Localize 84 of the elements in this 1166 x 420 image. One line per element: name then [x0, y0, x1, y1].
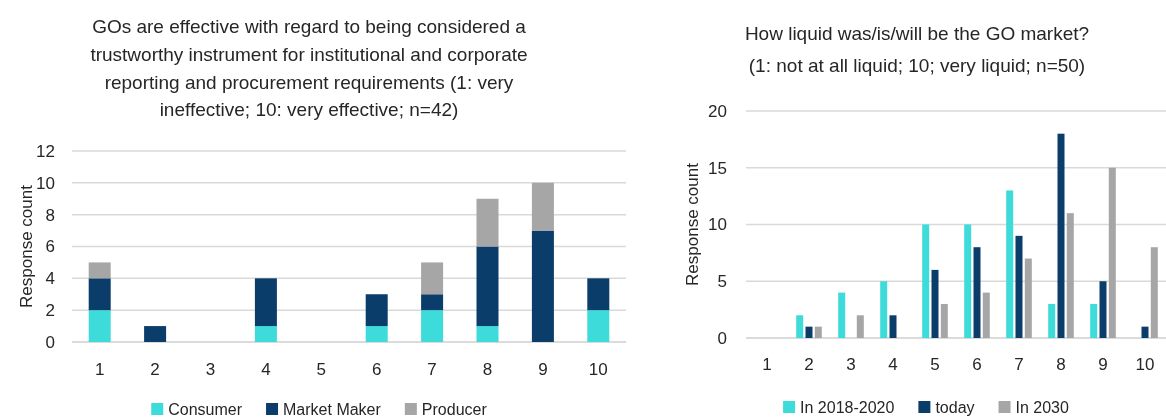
x-tick-label: 9 [538, 360, 548, 379]
x-tick-label: 6 [972, 355, 982, 374]
x-tick-label: 1 [762, 355, 772, 374]
bar [476, 198, 499, 247]
bar [1057, 133, 1065, 338]
bar [421, 310, 444, 342]
bar [587, 310, 610, 342]
y-tick-label: 12 [36, 141, 55, 161]
legend-label: Producer [421, 401, 488, 418]
y-tick-label: 8 [45, 205, 55, 225]
bar [476, 246, 499, 327]
bar [931, 269, 939, 338]
bar [1048, 303, 1056, 338]
bar [1015, 235, 1023, 338]
bar [1099, 281, 1107, 338]
x-tick-label: 7 [1014, 355, 1024, 374]
bar [880, 281, 888, 338]
legend-label: In 2018-2020 [800, 399, 895, 416]
bar [254, 326, 277, 342]
bar [88, 310, 111, 342]
bar [1108, 167, 1116, 338]
bar [982, 292, 990, 338]
y-tick-label: 0 [45, 332, 55, 352]
y-tick-label: 15 [708, 158, 727, 178]
bar [365, 326, 388, 342]
bar [814, 326, 822, 338]
bar [838, 292, 846, 338]
chart-title: GOs are effective with regard to being considered a trustworthy instrument for institutional and corporate reporting and procurement requirements (1: very ineffective; 10: very effective; n=42) [90, 16, 528, 121]
bar [922, 224, 930, 338]
x-tick-label: 5 [930, 355, 940, 374]
bar [796, 315, 804, 338]
x-tick-label: 2 [804, 355, 814, 374]
x-tick-label: 8 [1056, 355, 1066, 374]
x-tick-label: 7 [427, 360, 437, 379]
bar [1024, 258, 1032, 338]
y-tick-label: 4 [45, 269, 55, 289]
bar [144, 326, 167, 342]
x-tick-label: 1 [94, 360, 105, 379]
bar [254, 278, 277, 327]
y-tick-label: 5 [717, 272, 727, 292]
x-tick-label: 4 [261, 360, 271, 379]
x-tick-label: 8 [482, 360, 493, 379]
y-axis-title: Response count [683, 162, 702, 286]
x-tick-label: 10 [588, 360, 608, 379]
bar [1006, 190, 1014, 338]
bar [1150, 247, 1158, 338]
x-tick-label: 3 [846, 355, 856, 374]
bar [1090, 303, 1098, 338]
legend-label: Market Maker [283, 401, 382, 418]
legend-label: today [935, 399, 975, 416]
y-tick-label: 6 [45, 237, 55, 257]
legend-label: In 2030 [1015, 399, 1070, 416]
bar [421, 262, 444, 295]
x-tick-label: 6 [371, 360, 382, 379]
bar [889, 315, 897, 338]
bar [531, 182, 554, 231]
bar [365, 294, 388, 327]
bar [587, 278, 610, 311]
y-tick-label: 10 [708, 215, 727, 235]
y-tick-label: 10 [36, 173, 55, 193]
bar [805, 326, 813, 338]
bar [856, 315, 864, 338]
chart-title: How liquid was/is/will be the GO market? (1: not at all liquid; 10; very liquid; n=50) [744, 23, 1090, 76]
y-tick-label: 0 [717, 328, 727, 348]
legend-label: Consumer [168, 401, 243, 418]
x-tick-label: 2 [150, 360, 160, 379]
x-tick-label: 4 [888, 355, 898, 374]
bar [940, 303, 948, 338]
y-tick-label: 2 [45, 301, 55, 321]
x-tick-label: 3 [205, 360, 216, 379]
bar [88, 262, 111, 279]
bar [476, 326, 499, 342]
y-axis-title: Response count [17, 184, 36, 308]
bar [973, 247, 981, 338]
bar [88, 278, 111, 311]
x-tick-label: 9 [1098, 355, 1108, 374]
bar [421, 294, 444, 311]
bar [531, 230, 554, 342]
x-tick-label: 5 [316, 360, 327, 379]
bar [1141, 326, 1149, 338]
x-tick-label: 10 [1135, 355, 1155, 374]
bar [964, 224, 972, 338]
y-tick-label: 20 [708, 101, 727, 121]
bar [1066, 213, 1074, 338]
